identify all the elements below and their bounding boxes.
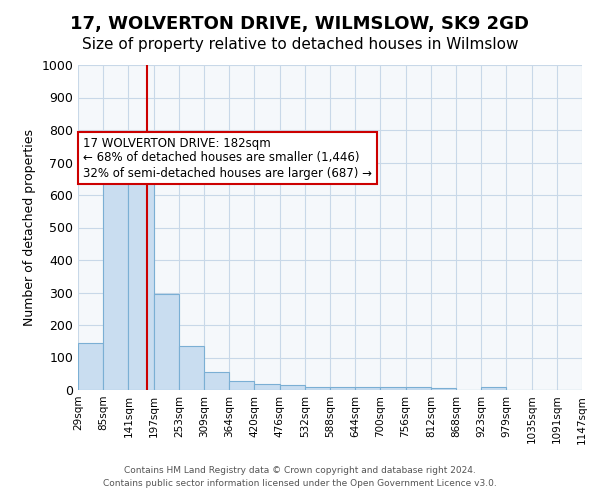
Bar [154, 294, 179, 390]
Bar [179, 346, 204, 390]
Bar [229, 381, 254, 390]
Bar [380, 388, 406, 390]
Text: Size of property relative to detached houses in Wilmslow: Size of property relative to detached ho… [82, 38, 518, 52]
Bar [305, 387, 330, 390]
Bar [481, 387, 506, 390]
Text: 17 WOLVERTON DRIVE: 182sqm
← 68% of detached houses are smaller (1,446)
32% of s: 17 WOLVERTON DRIVE: 182sqm ← 68% of deta… [83, 136, 372, 180]
Bar [254, 384, 280, 390]
Text: Contains HM Land Registry data © Crown copyright and database right 2024.
Contai: Contains HM Land Registry data © Crown c… [103, 466, 497, 487]
Bar [431, 388, 456, 390]
Bar [355, 388, 380, 390]
Bar [330, 388, 355, 390]
Bar [128, 176, 154, 390]
Text: 17, WOLVERTON DRIVE, WILMSLOW, SK9 2GD: 17, WOLVERTON DRIVE, WILMSLOW, SK9 2GD [71, 15, 530, 33]
Bar [78, 343, 103, 390]
Y-axis label: Number of detached properties: Number of detached properties [23, 129, 36, 326]
Bar [103, 136, 128, 390]
Bar [280, 385, 305, 390]
Bar [204, 372, 229, 390]
Bar [406, 388, 431, 390]
